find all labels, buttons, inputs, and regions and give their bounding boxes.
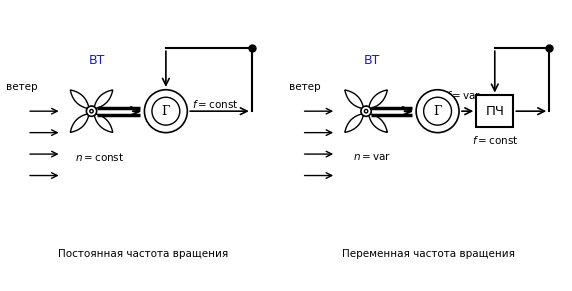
- Polygon shape: [70, 90, 89, 109]
- Polygon shape: [368, 90, 387, 109]
- Text: $n = \mathrm{var}$: $n = \mathrm{var}$: [353, 151, 391, 162]
- Text: $f = \mathrm{const}$: $f = \mathrm{const}$: [472, 134, 518, 146]
- Polygon shape: [94, 113, 113, 132]
- Text: ветер: ветер: [6, 82, 37, 92]
- Circle shape: [144, 90, 187, 133]
- Text: Постоянная частота вращения: Постоянная частота вращения: [58, 249, 228, 259]
- Text: Г: Г: [162, 105, 170, 118]
- Text: $f = \mathrm{var}$: $f = \mathrm{var}$: [446, 89, 481, 101]
- Polygon shape: [70, 113, 89, 132]
- Circle shape: [152, 97, 180, 125]
- Text: $n = \mathrm{const}$: $n = \mathrm{const}$: [76, 151, 125, 163]
- Text: Г: Г: [434, 105, 442, 118]
- Circle shape: [90, 109, 93, 113]
- Circle shape: [364, 109, 368, 113]
- Polygon shape: [345, 113, 364, 132]
- Circle shape: [86, 106, 97, 116]
- Polygon shape: [368, 113, 387, 132]
- Text: ветер: ветер: [289, 82, 320, 92]
- Bar: [476, 95, 514, 127]
- Text: ВТ: ВТ: [364, 54, 380, 67]
- Text: $f = \mathrm{const}$: $f = \mathrm{const}$: [192, 98, 238, 110]
- Polygon shape: [94, 90, 113, 109]
- Circle shape: [424, 97, 451, 125]
- Circle shape: [416, 90, 459, 133]
- Polygon shape: [345, 90, 364, 109]
- Text: ВТ: ВТ: [89, 54, 105, 67]
- Text: ПЧ: ПЧ: [486, 105, 504, 118]
- Text: Переменная частота вращения: Переменная частота вращения: [343, 249, 515, 259]
- Circle shape: [361, 106, 371, 116]
